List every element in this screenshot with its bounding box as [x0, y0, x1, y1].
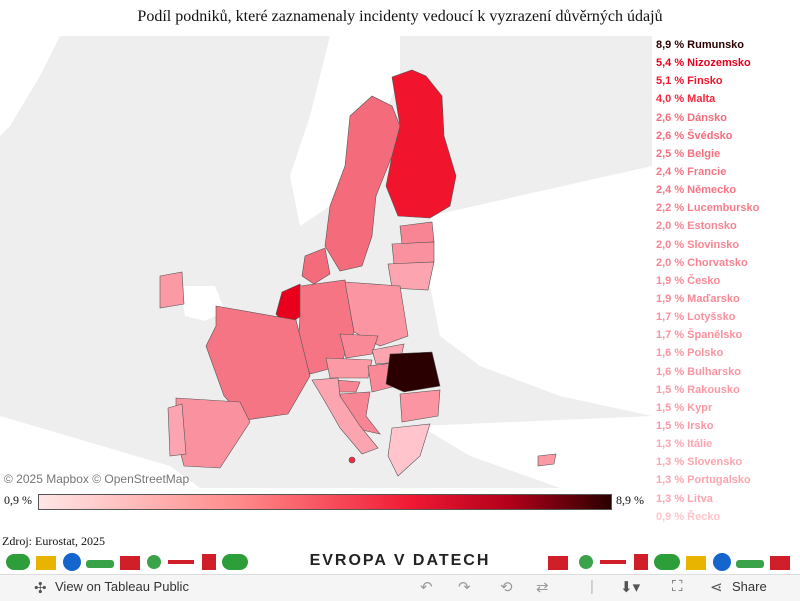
chart-title: Podíl podniků, které zaznamenaly inciden… [137, 8, 663, 25]
tableau-toolbar: ✣ View on Tableau Public ↶ ↷ ⟲ ⇄ | ⬇▾ ⛶ … [0, 574, 800, 601]
legend-item[interactable]: 1,7 % Španělsko [656, 329, 743, 342]
map-area[interactable] [0, 36, 652, 488]
legend-item[interactable]: 4,0 % Malta [656, 93, 716, 106]
legend-item[interactable]: 8,9 % Rumunsko [656, 39, 745, 51]
legend-item[interactable]: 0,9 % Řecko [656, 510, 721, 523]
country-kypr[interactable] [537, 453, 557, 467]
legend-item[interactable]: 5,1 % Finsko [656, 75, 723, 88]
brand-logo: EVROPA V DATECH [309, 552, 491, 569]
country-bulharsko[interactable] [399, 389, 441, 423]
legend-list: 8,9 % Rumunsko 5,4 % Nizozemsko 5,1 % Fins… [656, 36, 800, 526]
legend-item[interactable]: 2,0 % Chorvatsko [656, 256, 748, 269]
country-lotyssko[interactable] [391, 241, 435, 265]
download-icon[interactable]: ⬇▾ [620, 579, 641, 596]
legend-item[interactable]: 1,3 % Itálie [656, 438, 713, 451]
land-turkey [420, 416, 652, 488]
source-note: Zdroj: Eurostat, 2025 [2, 534, 105, 548]
country-irsko[interactable] [159, 271, 185, 309]
legend-item[interactable]: 1,5 % Kypr [656, 401, 713, 414]
europe-map[interactable] [0, 36, 652, 488]
legend-item[interactable]: 2,0 % Slovinsko [656, 238, 740, 251]
country-portugalsko[interactable] [167, 403, 187, 457]
country-rumunsko[interactable] [385, 351, 441, 393]
share-icon[interactable]: ⋖ [710, 579, 723, 596]
legend-item[interactable]: 2,2 % Lucembursko [656, 202, 760, 215]
redo-icon[interactable]: ↷ [458, 579, 471, 596]
refresh-icon[interactable]: ⇄ [536, 579, 549, 596]
country-italie[interactable] [311, 377, 379, 455]
banner-icons-left [6, 553, 248, 571]
legend-item[interactable]: 1,5 % Rakousko [656, 383, 740, 396]
revert-icon[interactable]: ⟲ [500, 579, 513, 596]
legend-item[interactable]: 2,0 % Estonsko [656, 220, 737, 233]
country-litva[interactable] [387, 261, 435, 291]
scale-min-label: 0,9 % [4, 493, 32, 507]
legend-item[interactable]: 1,6 % Bulharsko [656, 365, 741, 378]
banner-icons-right [548, 553, 790, 571]
legend-item[interactable]: 2,4 % Německo [656, 184, 737, 197]
land-norway [290, 36, 400, 226]
decorative-banner [0, 550, 800, 574]
country-estonsko[interactable] [399, 221, 435, 245]
color-scale: 0,9 % 8,9 % [0, 488, 652, 514]
share-button[interactable]: Share [732, 579, 767, 594]
country-svedsko[interactable] [324, 95, 401, 272]
legend-item[interactable]: 2,4 % Francie [656, 165, 727, 178]
country-recko[interactable] [387, 423, 431, 477]
map-attribution[interactable]: © 2025 Mapbox © OpenStreetMap [4, 472, 190, 486]
legend-item[interactable]: 1,9 % Česko [656, 274, 721, 287]
legend-item[interactable]: 2,5 % Belgie [656, 147, 721, 160]
legend-item[interactable]: 1,3 % Slovensko [656, 456, 743, 469]
country-cesko[interactable] [339, 333, 379, 359]
land-africa [0, 416, 200, 488]
undo-icon[interactable]: ↶ [420, 579, 433, 596]
legend-item[interactable]: 1,3 % Litva [656, 492, 713, 505]
legend-item[interactable]: 1,3 % Portugalsko [656, 474, 751, 487]
legend-item[interactable]: 1,6 % Polsko [656, 347, 724, 360]
scale-gradient-bar [38, 494, 612, 510]
toolbar-divider: | [590, 578, 594, 595]
country-dansko[interactable] [301, 247, 331, 285]
legend-item[interactable]: 1,7 % Lotyšsko [656, 311, 736, 324]
tableau-icon[interactable]: ✣ [34, 580, 47, 597]
land-east [430, 166, 652, 416]
country-rakousko[interactable] [325, 357, 373, 379]
view-on-tableau-link[interactable]: View on Tableau Public [55, 579, 189, 594]
scale-max-label: 8,9 % [616, 493, 644, 507]
country-malta[interactable] [348, 456, 356, 464]
legend-item[interactable]: 2,6 % Švédsko [656, 129, 733, 142]
legend-item[interactable]: 5,4 % Nizozemsko [656, 57, 751, 70]
legend-item[interactable]: 2,6 % Dánsko [656, 111, 727, 124]
legend-item[interactable]: 1,5 % Irsko [656, 419, 714, 432]
land-uk [180, 286, 225, 321]
fullscreen-icon[interactable]: ⛶ [672, 578, 683, 595]
country-polsko[interactable] [344, 281, 409, 347]
legend-item[interactable]: 1,9 % Maďarsko [656, 292, 740, 305]
land-iceland [0, 36, 60, 136]
